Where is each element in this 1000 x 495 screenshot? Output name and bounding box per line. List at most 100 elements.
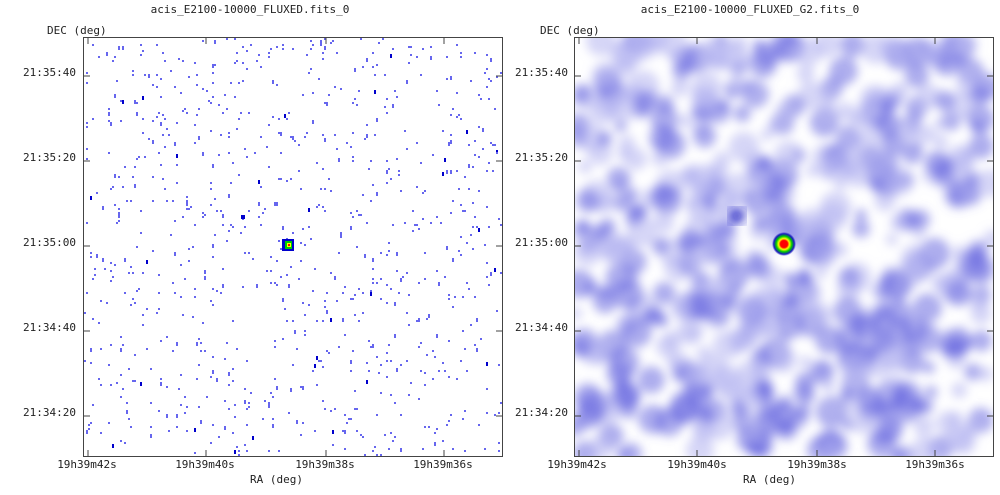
photon-pixel [176, 182, 178, 184]
photon-pixel [390, 288, 392, 290]
photon-pixel [324, 210, 326, 212]
photon-pixel [114, 94, 116, 98]
emission-blob [970, 330, 993, 352]
photon-pixel [322, 206, 324, 208]
emission-blob [650, 183, 675, 207]
photon-pixel [268, 450, 270, 452]
photon-pixel [270, 282, 272, 284]
photon-pixel [356, 408, 358, 410]
photon-pixel [124, 166, 126, 168]
photon-pixel [114, 264, 116, 266]
photon-pixel [210, 204, 212, 206]
photon-pixel [236, 60, 238, 62]
photon-pixel [474, 154, 476, 156]
photon-pixel [286, 320, 288, 322]
photon-pixel [102, 206, 104, 210]
emission-blob [817, 439, 839, 456]
photon-pixel [156, 116, 158, 118]
photon-pixel [356, 430, 358, 432]
emission-blob [685, 195, 701, 211]
tick-marks [84, 38, 502, 456]
photon-pixel [292, 48, 294, 50]
emission-blob [577, 124, 606, 153]
photon-pixel [390, 360, 392, 362]
photon-pixel [128, 368, 130, 370]
photon-pixel [176, 164, 178, 166]
emission-blob [964, 171, 981, 188]
photon-pixel [324, 188, 326, 190]
photon-pixel [194, 288, 196, 290]
photon-pixel [432, 350, 434, 352]
photon-pixel [108, 422, 110, 424]
photon-pixel [172, 350, 174, 352]
photon-pixel [112, 444, 114, 448]
photon-pixel [180, 264, 182, 266]
photon-pixel [448, 294, 450, 296]
photon-pixel [350, 226, 352, 230]
photon-pixel [400, 278, 402, 280]
emission-blob [626, 217, 657, 247]
photon-pixel [112, 276, 114, 278]
emission-blob [809, 359, 835, 385]
photon-pixel [366, 134, 368, 138]
photon-pixel [388, 344, 390, 346]
emission-blob [882, 132, 906, 156]
photon-pixel [168, 134, 170, 136]
emission-blob [878, 273, 897, 292]
photon-pixel [316, 384, 318, 386]
emission-blob [705, 162, 729, 187]
photon-pixel [486, 86, 488, 88]
emission-blob [753, 362, 771, 380]
photon-pixel [352, 298, 354, 300]
photon-pixel [276, 388, 278, 390]
photon-pixel [390, 394, 392, 396]
photon-pixel [124, 258, 126, 262]
photon-pixel [212, 164, 214, 168]
photon-pixel [310, 238, 312, 240]
emission-blob [700, 193, 719, 211]
photon-pixel [122, 186, 124, 188]
photon-pixel [244, 400, 246, 404]
photon-pixel [270, 48, 272, 50]
photon-pixel [224, 426, 226, 430]
photon-pixel [194, 224, 196, 226]
photon-pixel [192, 316, 194, 318]
photon-pixel [420, 74, 422, 76]
y-tick-label: 21:35:00 [23, 236, 76, 249]
photon-pixel [422, 448, 424, 450]
photon-pixel [242, 286, 244, 288]
photon-pixel [288, 284, 290, 288]
photon-pixel [228, 230, 230, 232]
photon-pixel [270, 270, 272, 272]
photon-pixel [244, 444, 246, 446]
photon-pixel [86, 82, 88, 84]
photon-pixel [120, 440, 122, 442]
photon-pixel [250, 392, 252, 394]
photon-pixel [198, 136, 200, 138]
emission-blob [677, 113, 692, 128]
photon-pixel [90, 422, 92, 424]
photon-pixel [174, 292, 176, 294]
photon-pixel [256, 60, 258, 62]
photon-pixel [90, 196, 92, 200]
emission-blob [921, 46, 942, 67]
emission-blob [793, 382, 815, 404]
photon-pixel [444, 276, 446, 278]
photon-pixel [226, 240, 228, 242]
photon-pixel [416, 186, 418, 188]
image-canvas-left[interactable] [84, 38, 502, 456]
photon-pixel [328, 94, 330, 96]
photon-pixel [158, 410, 160, 412]
image-canvas-right[interactable] [575, 38, 993, 456]
emission-blob [852, 416, 871, 434]
photon-pixel [468, 188, 470, 190]
photon-pixel [308, 226, 310, 228]
photon-pixel [216, 290, 218, 292]
photon-pixel [486, 412, 488, 414]
photon-pixel [494, 108, 496, 110]
photon-pixel [152, 120, 154, 122]
photon-pixel [162, 178, 164, 180]
photon-pixel [366, 124, 368, 126]
photon-pixel [366, 380, 368, 384]
photon-pixel [86, 292, 88, 294]
